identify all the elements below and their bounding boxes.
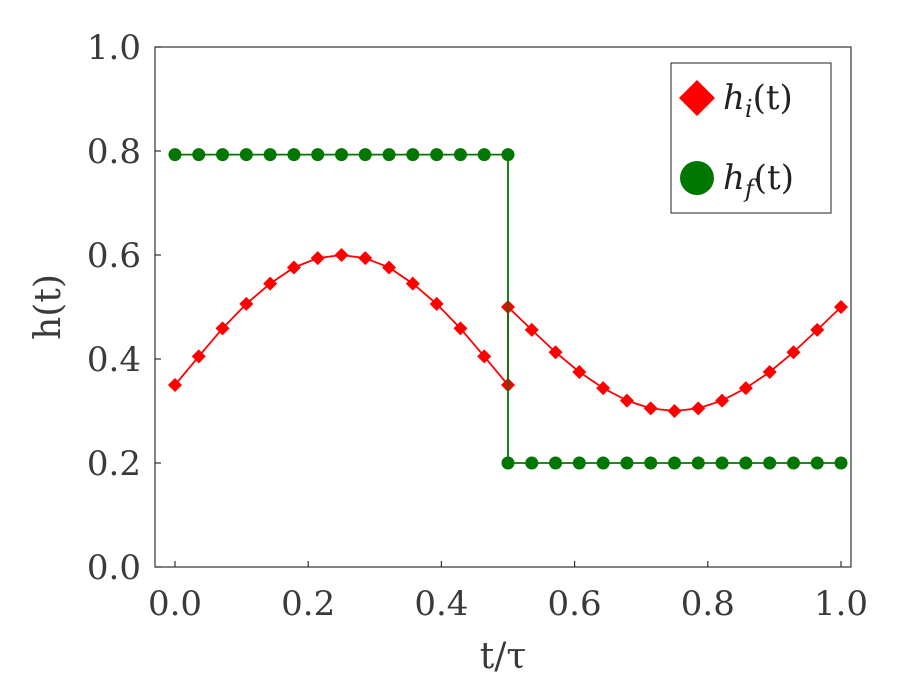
data-point-h-f <box>453 148 467 162</box>
data-point-h-i <box>643 401 658 416</box>
data-point-h-f <box>525 456 539 470</box>
data-point-h-i <box>310 251 325 266</box>
data-point-h-i <box>358 251 373 266</box>
y-axis-label: h(t) <box>28 274 69 340</box>
x-tick-label: 0.2 <box>281 584 335 624</box>
data-point-h-i <box>572 365 587 379</box>
legend-marker-diamond <box>679 80 715 116</box>
data-point-h-i <box>619 393 634 408</box>
legend-label: hf(t) <box>723 158 794 203</box>
data-point-h-i <box>691 401 706 416</box>
data-point-h-f <box>477 148 491 162</box>
data-point-h-i <box>405 276 420 291</box>
x-tick-label: 0.4 <box>414 584 468 624</box>
x-tick-label: 0.0 <box>148 584 202 624</box>
data-point-h-f <box>763 456 777 470</box>
data-point-h-f <box>216 148 230 162</box>
data-point-h-i <box>810 322 825 337</box>
data-point-h-f <box>501 456 515 470</box>
data-point-h-f <box>192 148 206 162</box>
data-point-h-i <box>548 345 563 360</box>
data-point-h-i <box>715 393 730 408</box>
data-point-h-i <box>596 381 611 396</box>
y-tick-label: 1.0 <box>87 28 141 68</box>
y-tick-label: 0.8 <box>87 132 141 172</box>
data-point-h-f <box>501 148 515 162</box>
data-point-h-f <box>239 148 253 162</box>
data-point-h-f <box>168 148 182 162</box>
data-point-h-i <box>286 260 301 275</box>
plot-frame <box>154 46 852 568</box>
legend-label: hi(t) <box>723 78 793 123</box>
data-point-h-i <box>215 321 230 336</box>
data-point-h-f <box>549 456 563 470</box>
data-point-h-i <box>263 276 278 291</box>
data-point-h-f <box>263 148 277 162</box>
data-point-h-i <box>524 322 539 337</box>
ticks-group: 0.0 0.2 0.4 0.6 0.8 1.0 0.0 0.2 0.4 0.6 0.8 1.0 <box>87 28 868 624</box>
x-tick-label: 0.8 <box>681 584 735 624</box>
data-point-h-f <box>596 456 610 470</box>
x-axis-label: t/τ <box>480 636 527 677</box>
data-point-h-f <box>406 148 420 162</box>
data-point-h-f <box>358 148 372 162</box>
data-point-h-f <box>311 148 325 162</box>
x-tick-label: 1.0 <box>814 584 868 624</box>
data-point-h-i <box>334 248 349 262</box>
data-point-h-i <box>834 300 849 314</box>
data-point-h-f <box>715 456 729 470</box>
data-point-h-f <box>572 456 586 470</box>
data-point-h-f <box>620 456 634 470</box>
data-point-h-i <box>477 349 492 364</box>
x-tick-label: 0.6 <box>548 584 602 624</box>
data-point-h-f <box>786 456 800 470</box>
data-point-h-i <box>429 296 444 311</box>
data-point-h-f <box>287 148 301 162</box>
data-point-h-i <box>453 321 468 336</box>
y-tick-label: 0.2 <box>87 444 141 484</box>
data-point-h-f <box>644 456 658 470</box>
data-point-h-f <box>334 148 348 162</box>
legend-marker-circle <box>680 161 714 195</box>
data-point-h-f <box>430 148 444 162</box>
data-point-h-f <box>810 456 824 470</box>
data-point-h-f <box>691 456 705 470</box>
data-point-h-i <box>239 296 254 311</box>
data-point-h-i <box>762 365 777 379</box>
data-point-h-i <box>167 378 182 392</box>
data-point-h-f <box>382 148 396 162</box>
data-point-h-i <box>738 381 753 396</box>
data-point-h-i <box>786 345 801 360</box>
legend: hi(t) hf(t) <box>670 62 832 214</box>
series-group <box>167 148 849 470</box>
y-tick-label: 0.4 <box>87 340 141 380</box>
data-point-h-f <box>668 456 682 470</box>
data-point-h-i <box>191 349 206 364</box>
data-point-h-f <box>739 456 753 470</box>
y-tick-label: 0.0 <box>87 548 141 588</box>
data-point-h-i <box>667 404 682 418</box>
data-point-h-i <box>382 260 397 275</box>
plot-frame-group <box>154 46 852 568</box>
data-point-h-f <box>834 456 848 470</box>
y-tick-label: 0.6 <box>87 236 141 276</box>
